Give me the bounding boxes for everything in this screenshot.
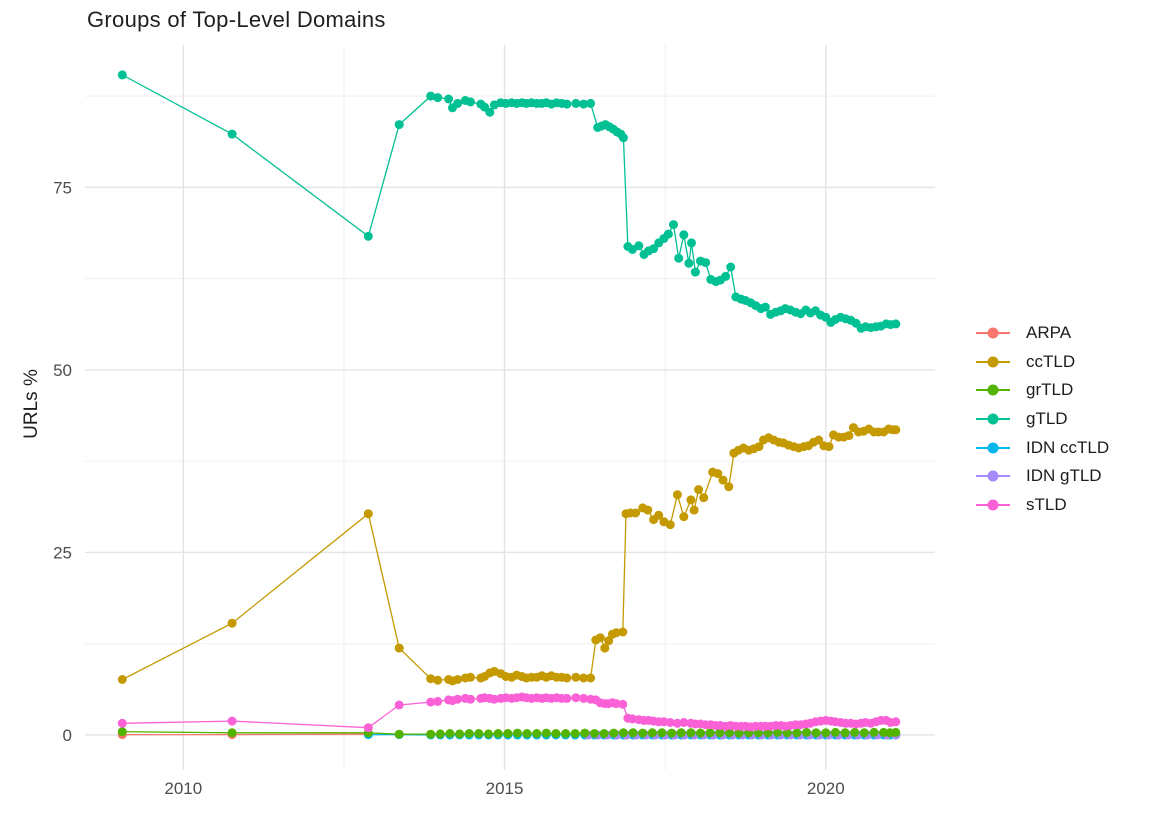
y-axis-title: URLs % — [21, 369, 42, 439]
legend-item-cctld: ccTLD — [975, 348, 1109, 377]
y-tick-label: 25 — [53, 543, 72, 562]
legend-label: gTLD — [1026, 409, 1068, 429]
legend-item-idn-cctld: IDN ccTLD — [975, 433, 1109, 462]
legend: ARPA ccTLD grTLD gTLD IDN ccTLD IDN gTLD… — [975, 319, 1109, 519]
legend-item-gtld: gTLD — [975, 405, 1109, 434]
chart-title: Groups of Top-Level Domains — [87, 7, 386, 32]
y-tick-label: 50 — [53, 361, 72, 380]
minor-gridlines — [85, 45, 935, 770]
legend-key-icon — [976, 442, 1010, 454]
legend-label: sTLD — [1026, 494, 1067, 514]
legend-key-icon — [976, 470, 1010, 482]
legend-key-icon — [976, 499, 1010, 511]
y-tick-label: 75 — [53, 178, 72, 197]
major-gridlines — [85, 45, 935, 770]
legend-key-icon — [976, 384, 1010, 396]
x-tick-labels: 2010 2015 2020 — [164, 779, 844, 798]
legend-item-idn-gtld: IDN gTLD — [975, 462, 1109, 491]
legend-label: IDN ccTLD — [1026, 437, 1110, 457]
legend-item-grtld: grTLD — [975, 376, 1109, 405]
series-gtld — [117, 70, 901, 333]
legend-key-icon — [976, 327, 1010, 339]
series-arpa — [117, 729, 373, 740]
x-tick-label: 2010 — [164, 779, 202, 798]
y-tick-label: 0 — [63, 726, 72, 745]
legend-label: ARPA — [1026, 323, 1072, 343]
legend-label: ccTLD — [1026, 351, 1076, 371]
series-stld — [117, 692, 901, 733]
legend-key-icon — [976, 413, 1010, 425]
x-tick-label: 2020 — [807, 779, 845, 798]
legend-item-stld: sTLD — [975, 491, 1109, 520]
legend-key-icon — [976, 356, 1010, 368]
y-tick-labels: 0 25 50 75 — [53, 178, 72, 745]
series-cctld — [117, 423, 901, 686]
x-tick-label: 2015 — [486, 779, 524, 798]
legend-label: grTLD — [1026, 380, 1074, 400]
legend-item-arpa: ARPA — [975, 319, 1109, 348]
legend-label: IDN gTLD — [1026, 466, 1102, 486]
series-grtld — [117, 727, 901, 739]
